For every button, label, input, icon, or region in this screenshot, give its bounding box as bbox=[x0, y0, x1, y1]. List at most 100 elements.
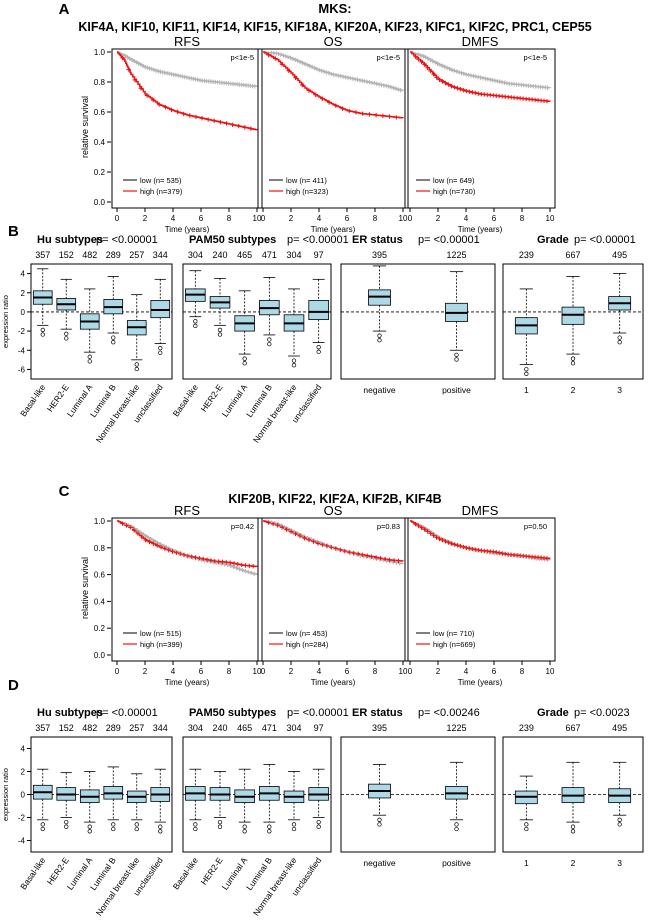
outlier bbox=[242, 829, 247, 834]
km-censor-low bbox=[487, 77, 493, 82]
box-xlabel: Normal breast-like bbox=[251, 855, 299, 917]
group-count: 495 bbox=[612, 723, 627, 733]
km-ytick-label: 0.8 bbox=[94, 78, 106, 87]
km-censor-high bbox=[425, 529, 430, 534]
km-censor-high bbox=[270, 521, 276, 527]
km-pvalue: p<1e-5 bbox=[523, 53, 547, 62]
km-censor-low bbox=[495, 79, 500, 84]
box-xlabel: 3 bbox=[617, 385, 622, 395]
km-censor-low bbox=[281, 53, 286, 58]
outlier bbox=[570, 356, 576, 361]
km-censor-low bbox=[243, 569, 248, 574]
km-censor-low bbox=[348, 76, 353, 81]
km-censor-high bbox=[360, 111, 365, 116]
km-censor-high bbox=[250, 563, 256, 569]
outlier bbox=[134, 822, 139, 827]
km-censor-low bbox=[326, 70, 332, 76]
km-censor-low bbox=[252, 84, 258, 89]
km-censor-high bbox=[338, 547, 343, 553]
km-censor-low bbox=[476, 74, 481, 80]
km-censor-high bbox=[428, 68, 433, 74]
group-count: 152 bbox=[59, 250, 74, 260]
km-censor-low bbox=[471, 73, 476, 79]
group-count: 1225 bbox=[446, 723, 466, 733]
km-censor-high bbox=[431, 533, 436, 538]
outlier bbox=[217, 332, 223, 337]
km-censor-low bbox=[350, 76, 355, 81]
km-censor-high bbox=[247, 563, 252, 569]
outlier bbox=[111, 826, 116, 832]
km-censor-low bbox=[444, 65, 450, 71]
legend-high: high (n=730) bbox=[433, 187, 476, 196]
outlier bbox=[570, 361, 576, 366]
outlier bbox=[40, 332, 45, 337]
km-censor-high bbox=[239, 562, 244, 568]
outlier bbox=[291, 822, 297, 827]
km-censor-low bbox=[352, 77, 358, 82]
km-censor-high bbox=[378, 556, 383, 561]
section-letter-B: B bbox=[8, 223, 19, 240]
km-censor-high bbox=[302, 535, 307, 541]
km-censor-low bbox=[251, 571, 257, 576]
km-censor-high bbox=[413, 522, 418, 527]
group-count: 257 bbox=[129, 723, 144, 733]
group-count: 304 bbox=[286, 250, 301, 260]
group-title: Hu subtypes bbox=[37, 707, 103, 719]
km-censor-low bbox=[393, 86, 399, 91]
outlier bbox=[217, 819, 223, 825]
km-censor-high bbox=[422, 527, 427, 532]
km-xtick-label: 4 bbox=[317, 214, 322, 223]
group-count: 289 bbox=[106, 723, 121, 733]
group-count: 667 bbox=[565, 250, 580, 260]
group-count: 465 bbox=[237, 250, 252, 260]
km-censor-high bbox=[434, 535, 439, 540]
km-censor-high bbox=[333, 546, 338, 551]
legend-high: high (n=323) bbox=[286, 187, 329, 196]
km-censor-low bbox=[153, 68, 159, 73]
km-censor-low bbox=[234, 565, 239, 571]
box-xlabel: Basal-like bbox=[171, 855, 200, 891]
km-censor-low bbox=[297, 59, 303, 65]
outlier bbox=[524, 371, 529, 376]
km-xtick-label: 2 bbox=[436, 667, 441, 676]
km-censor-low bbox=[391, 85, 396, 91]
km-censor-high bbox=[205, 117, 211, 122]
km-censor-low bbox=[423, 55, 428, 60]
outlier bbox=[40, 822, 45, 827]
km-censor-high bbox=[347, 550, 352, 555]
group-count: 357 bbox=[35, 723, 50, 733]
km-censor-high bbox=[193, 555, 198, 560]
km-title-dmfs: DMFS bbox=[462, 503, 499, 518]
km-xtick-label: 0 bbox=[261, 667, 266, 676]
box-ytick-label: 0 bbox=[21, 308, 26, 317]
outlier bbox=[64, 336, 69, 341]
group-count: 344 bbox=[153, 250, 168, 260]
km-censor-low bbox=[321, 69, 327, 74]
group-title: PAM50 subtypes bbox=[189, 234, 276, 246]
km-censor-high bbox=[174, 550, 179, 555]
km-censor-high bbox=[431, 72, 436, 77]
outlier bbox=[242, 361, 247, 366]
group-pvalue: p= <0.00001 bbox=[418, 234, 480, 246]
km-censor-high bbox=[320, 542, 325, 547]
km-censor-high bbox=[455, 86, 460, 91]
outlier bbox=[111, 340, 116, 345]
km-censor-low bbox=[418, 53, 423, 58]
km-censor-high bbox=[306, 88, 312, 93]
km-censor-low bbox=[158, 542, 163, 547]
km-censor-high bbox=[157, 102, 162, 107]
box-ytick-label: -4 bbox=[18, 837, 26, 846]
km-xtick-label: 4 bbox=[464, 214, 469, 223]
km-censor-high bbox=[380, 113, 386, 119]
km-censor-high bbox=[452, 542, 457, 547]
km-censor-high bbox=[124, 523, 129, 528]
km-censor-low bbox=[161, 543, 166, 549]
km-censor-high bbox=[128, 525, 133, 530]
section-subtitle-C: KIF20B, KIF22, KIF2A, KIF2B, KIF4B bbox=[228, 492, 441, 506]
group-count: 667 bbox=[565, 723, 580, 733]
km-censor-high bbox=[279, 62, 285, 67]
km-censor-low bbox=[314, 66, 320, 72]
km-censor-high bbox=[189, 554, 194, 559]
outlier bbox=[617, 340, 622, 345]
km-censor-high bbox=[187, 113, 192, 118]
